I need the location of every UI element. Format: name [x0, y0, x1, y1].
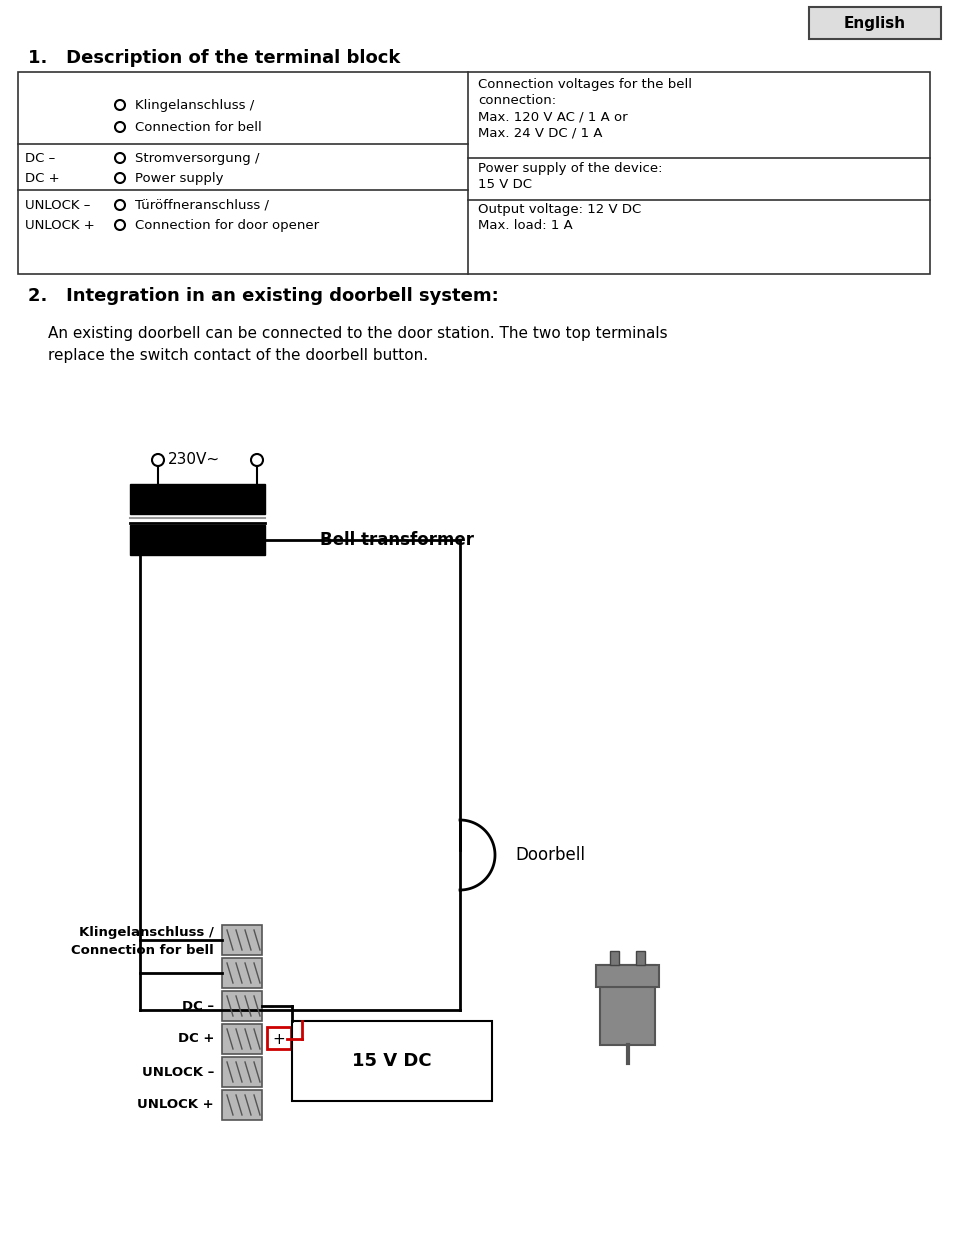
Text: Power supply: Power supply [135, 172, 224, 184]
Bar [130, 525, 265, 555]
Text: 230V~: 230V~ [168, 451, 220, 466]
Text: Power supply of the device:: Power supply of the device: [478, 162, 662, 176]
Text: English: English [844, 16, 906, 31]
Bar [18, 72, 930, 274]
Text: +: + [273, 1032, 285, 1047]
Text: UNLOCK –: UNLOCK – [142, 1065, 214, 1079]
Bar [222, 1023, 262, 1054]
Text: Bell transformer: Bell transformer [320, 531, 474, 549]
Text: DC +: DC + [178, 1032, 214, 1046]
Bar [222, 1057, 262, 1086]
Text: DC +: DC + [25, 172, 60, 184]
Text: 15 V DC: 15 V DC [478, 178, 532, 192]
Text: Stromversorgung /: Stromversorgung / [135, 152, 259, 164]
Bar [292, 1021, 492, 1101]
Text: Max. load: 1 A: Max. load: 1 A [478, 219, 573, 232]
Text: replace the switch contact of the doorbell button.: replace the switch contact of the doorbe… [48, 349, 428, 363]
Bar [267, 1027, 291, 1049]
Text: Connection for bell: Connection for bell [135, 120, 262, 133]
Bar [596, 965, 659, 988]
Text: Connection for door opener: Connection for door opener [135, 219, 319, 231]
FancyBboxPatch shape [809, 7, 941, 40]
Bar [222, 991, 262, 1021]
Text: UNLOCK –: UNLOCK – [25, 199, 90, 211]
Text: UNLOCK +: UNLOCK + [137, 1099, 214, 1111]
Text: An existing doorbell can be connected to the door station. The two top terminals: An existing doorbell can be connected to… [48, 326, 667, 341]
Bar [222, 958, 262, 988]
Text: Doorbell: Doorbell [515, 845, 585, 864]
Text: Türöffneranschluss /: Türöffneranschluss / [135, 199, 269, 211]
Text: Max. 24 V DC / 1 A: Max. 24 V DC / 1 A [478, 126, 603, 138]
Text: Output voltage: 12 V DC: Output voltage: 12 V DC [478, 203, 641, 216]
Text: Connection for bell: Connection for bell [71, 943, 214, 957]
Text: UNLOCK +: UNLOCK + [25, 219, 95, 231]
Bar [222, 1090, 262, 1120]
Text: connection:: connection: [478, 94, 556, 108]
Text: 15 V DC: 15 V DC [352, 1052, 432, 1070]
Text: 1.   Description of the terminal block: 1. Description of the terminal block [28, 49, 400, 67]
Bar [222, 925, 262, 955]
Text: DC –: DC – [181, 1000, 214, 1012]
Text: 2.   Integration in an existing doorbell system:: 2. Integration in an existing doorbell s… [28, 287, 499, 305]
Text: -: - [268, 999, 274, 1014]
Text: DC –: DC – [25, 152, 56, 164]
Text: Connection voltages for the bell: Connection voltages for the bell [478, 78, 692, 91]
Text: Klingelanschluss /: Klingelanschluss / [135, 99, 254, 111]
Text: Klingelanschluss /: Klingelanschluss / [79, 926, 214, 938]
Bar [600, 965, 655, 1044]
Bar [636, 950, 645, 965]
Bar [130, 485, 265, 514]
Text: Max. 120 V AC / 1 A or: Max. 120 V AC / 1 A or [478, 110, 628, 124]
Bar [610, 950, 619, 965]
